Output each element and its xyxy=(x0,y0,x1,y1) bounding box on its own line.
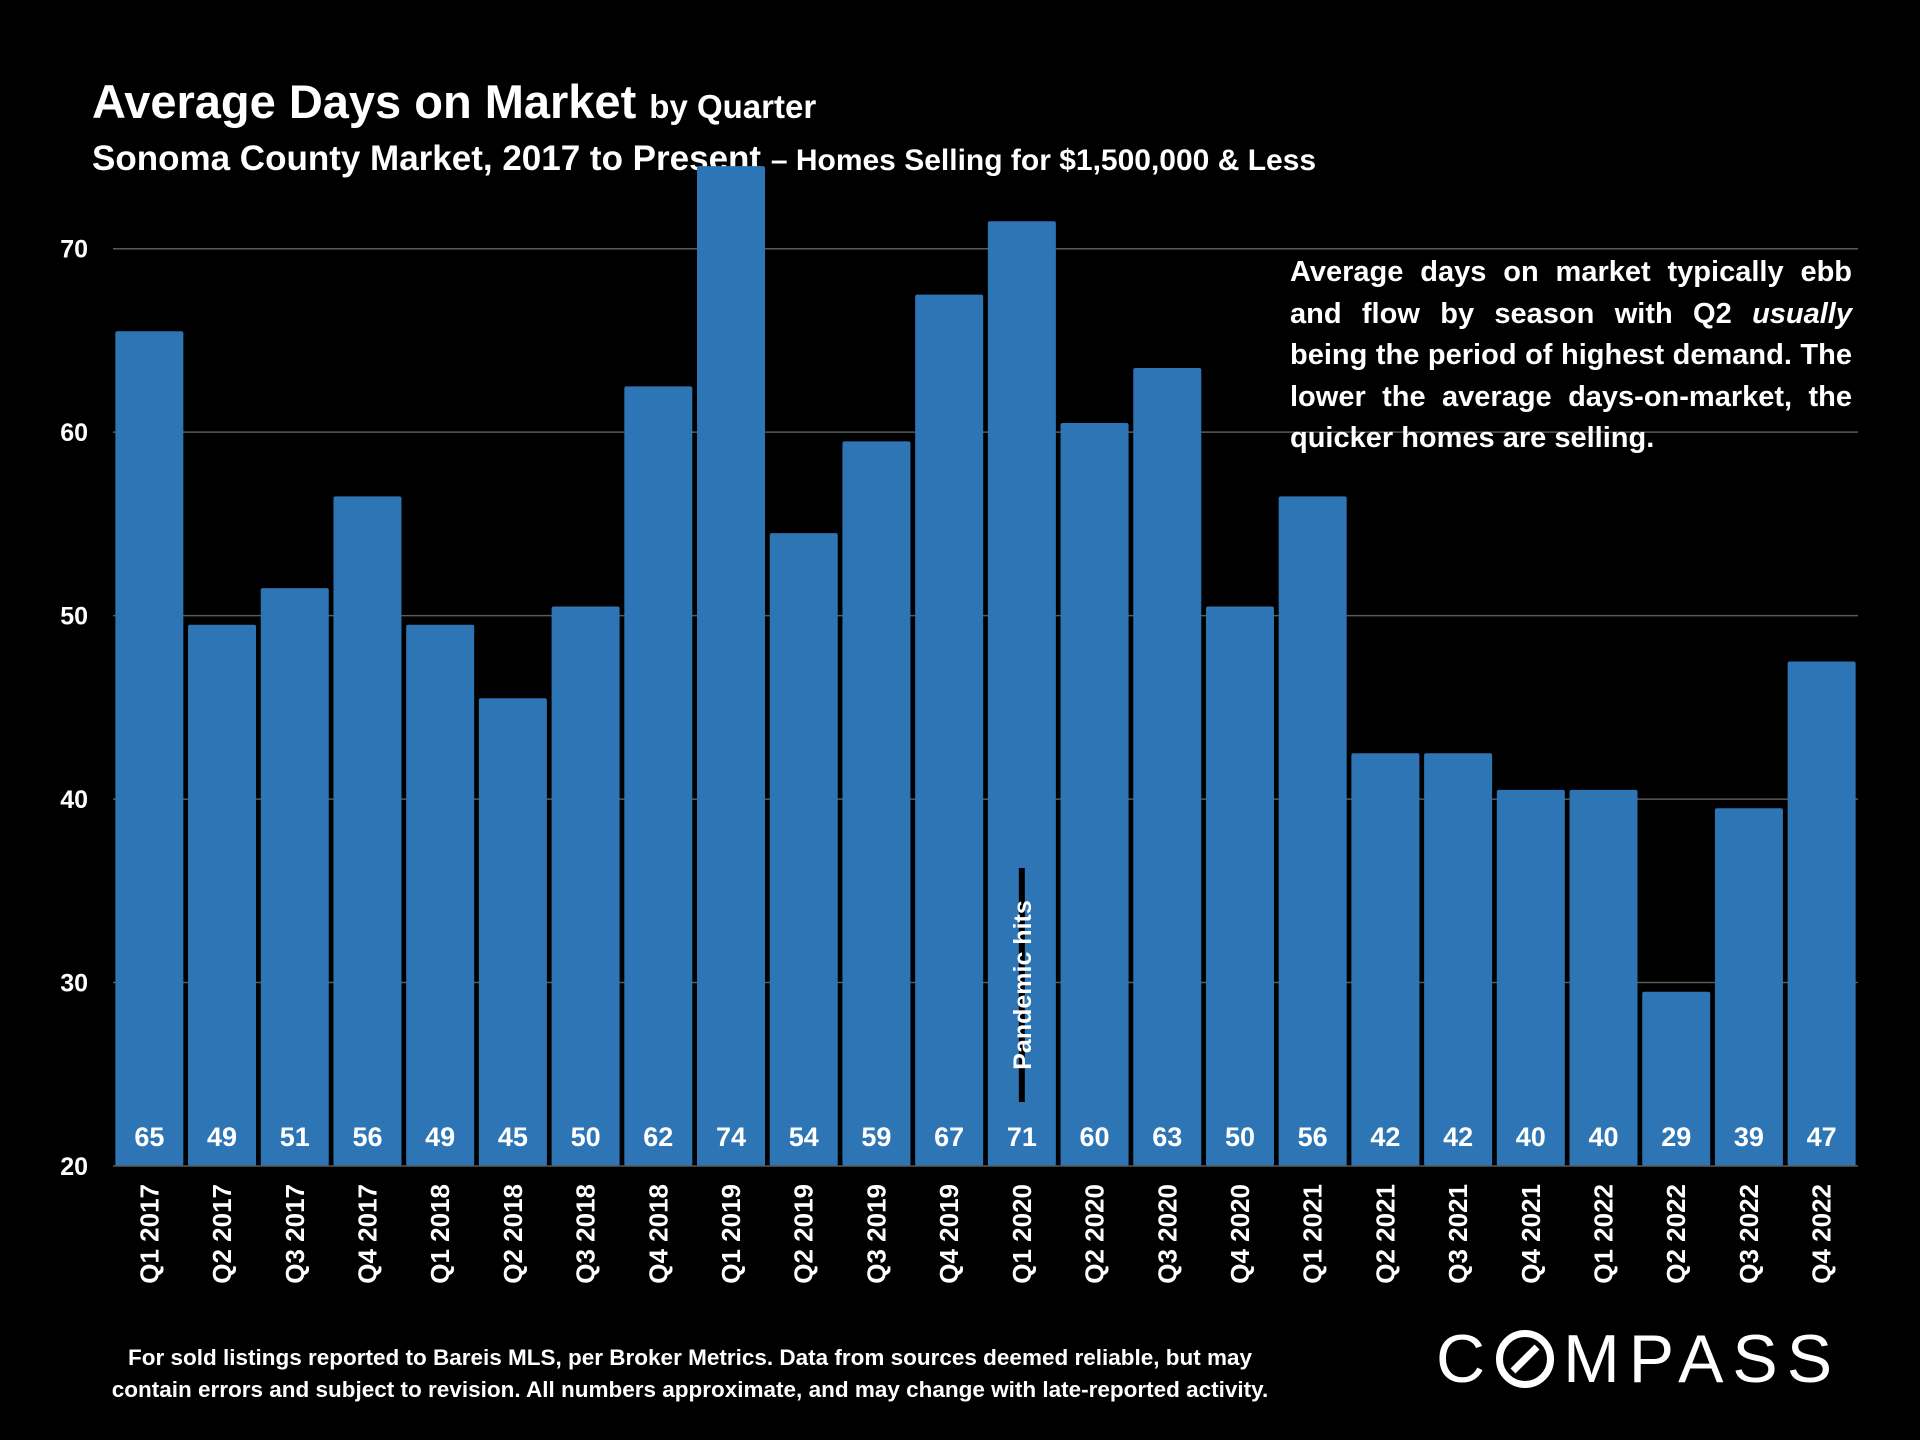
bar xyxy=(1787,661,1856,1166)
data-label: 47 xyxy=(1807,1122,1837,1152)
footer-disclaimer: For sold listings reported to Bareis MLS… xyxy=(110,1342,1270,1406)
y-tick-label: 70 xyxy=(60,236,88,264)
bar xyxy=(551,606,620,1166)
x-tick-label: Q1 2020 xyxy=(1007,1184,1037,1284)
data-label: 74 xyxy=(716,1122,746,1152)
data-label: 65 xyxy=(134,1122,164,1152)
x-tick-label: Q3 2017 xyxy=(280,1184,310,1284)
x-tick-label: Q4 2020 xyxy=(1225,1184,1255,1284)
bar xyxy=(1496,789,1565,1166)
logo-letter-c: C xyxy=(1436,1321,1495,1397)
data-label: 63 xyxy=(1152,1122,1182,1152)
bar xyxy=(624,386,693,1166)
note-text-2: being the period of highest demand. The … xyxy=(1290,339,1852,454)
chart-title-main: Average Days on Market xyxy=(92,75,637,128)
annotation-note: Average days on market typically ebb and… xyxy=(1290,252,1852,460)
bar xyxy=(769,533,838,1166)
data-label: 45 xyxy=(498,1122,528,1152)
x-tick-label: Q1 2019 xyxy=(716,1184,746,1284)
note-text-1: Average days on market typically ebb and… xyxy=(1290,256,1852,330)
bar xyxy=(1133,367,1202,1166)
x-tick-label: Q4 2017 xyxy=(352,1184,382,1284)
bar xyxy=(1642,991,1711,1166)
data-label: 29 xyxy=(1661,1122,1691,1152)
footer-line-2: contain errors and subject to revision. … xyxy=(111,1377,1269,1402)
bar xyxy=(1424,753,1493,1166)
x-tick-label: Q3 2019 xyxy=(861,1184,891,1284)
bar xyxy=(915,294,984,1166)
chart-title: Average Days on Market by Quarter xyxy=(92,74,1316,135)
x-tick-label: Q2 2021 xyxy=(1370,1184,1400,1284)
bar xyxy=(1714,808,1783,1166)
note-emphasis: usually xyxy=(1752,297,1852,330)
data-label: 51 xyxy=(280,1122,310,1152)
data-label: 62 xyxy=(643,1122,673,1152)
x-tick-label: Q3 2021 xyxy=(1443,1184,1473,1284)
bar xyxy=(333,496,402,1167)
y-tick-label: 40 xyxy=(60,786,88,814)
data-label: 56 xyxy=(1298,1122,1328,1152)
data-label: 49 xyxy=(425,1122,455,1152)
bar xyxy=(478,698,547,1166)
y-tick-label: 50 xyxy=(60,603,88,631)
bar xyxy=(260,588,329,1166)
logo-letters-mpass: MPASS xyxy=(1563,1321,1842,1397)
x-tick-label: Q3 2022 xyxy=(1734,1184,1764,1284)
compass-o-icon xyxy=(1496,1330,1555,1388)
data-label: 39 xyxy=(1734,1122,1764,1152)
x-tick-label: Q4 2022 xyxy=(1807,1184,1837,1284)
x-tick-label: Q1 2018 xyxy=(425,1184,455,1284)
data-label: 59 xyxy=(861,1122,891,1152)
y-tick-label: 30 xyxy=(60,970,88,998)
x-tick-label: Q2 2022 xyxy=(1661,1184,1691,1284)
bar xyxy=(115,331,184,1166)
data-label: 40 xyxy=(1588,1122,1618,1152)
y-tick-label: 20 xyxy=(60,1153,88,1181)
x-tick-label: Q2 2018 xyxy=(498,1184,528,1284)
x-tick-label: Q2 2020 xyxy=(1080,1184,1110,1284)
pandemic-annotation: Pandemic hits xyxy=(1009,900,1037,1070)
x-tick-label: Q1 2021 xyxy=(1298,1184,1328,1284)
x-tick-label: Q1 2017 xyxy=(134,1184,164,1284)
data-label: 40 xyxy=(1516,1122,1546,1152)
data-label: 50 xyxy=(571,1122,601,1152)
bar xyxy=(1351,753,1420,1166)
compass-logo: C MPASS xyxy=(1436,1320,1841,1398)
data-label: 50 xyxy=(1225,1122,1255,1152)
x-tick-label: Q1 2022 xyxy=(1589,1184,1619,1284)
bar xyxy=(1060,423,1129,1166)
data-label: 42 xyxy=(1443,1122,1473,1152)
bar xyxy=(842,441,911,1166)
bar xyxy=(188,624,257,1166)
chart-subtitle-main: Sonoma County Market, 2017 to Present xyxy=(92,139,762,178)
title-block: Average Days on Market by Quarter Sonoma… xyxy=(92,74,1316,185)
bar xyxy=(406,624,475,1166)
data-label: 60 xyxy=(1080,1122,1110,1152)
x-tick-label: Q4 2021 xyxy=(1516,1184,1546,1284)
x-tick-label: Q4 2019 xyxy=(934,1184,964,1284)
x-tick-label: Q2 2017 xyxy=(207,1184,237,1284)
bar xyxy=(1569,789,1638,1166)
bar xyxy=(1205,606,1274,1166)
bar xyxy=(1278,496,1347,1167)
bar xyxy=(987,221,1056,1166)
y-tick-label: 60 xyxy=(60,419,88,447)
x-tick-label: Q4 2018 xyxy=(643,1184,673,1284)
footer-line-1: For sold listings reported to Bareis MLS… xyxy=(127,1345,1253,1370)
data-label: 67 xyxy=(934,1122,964,1152)
chart-subtitle-suffix: – Homes Selling for $1,500,000 & Less xyxy=(770,144,1317,177)
x-tick-label: Q3 2020 xyxy=(1152,1184,1182,1284)
data-label: 42 xyxy=(1370,1122,1400,1152)
data-label: 49 xyxy=(207,1122,237,1152)
data-label: 54 xyxy=(789,1122,819,1152)
x-tick-label: Q2 2019 xyxy=(789,1184,819,1284)
x-tick-label: Q3 2018 xyxy=(571,1184,601,1284)
bar xyxy=(697,166,766,1166)
chart-subtitle: Sonoma County Market, 2017 to Present – … xyxy=(92,135,1316,185)
data-label: 56 xyxy=(352,1122,382,1152)
data-label: 71 xyxy=(1007,1122,1037,1152)
chart-title-suffix: by Quarter xyxy=(649,88,817,125)
